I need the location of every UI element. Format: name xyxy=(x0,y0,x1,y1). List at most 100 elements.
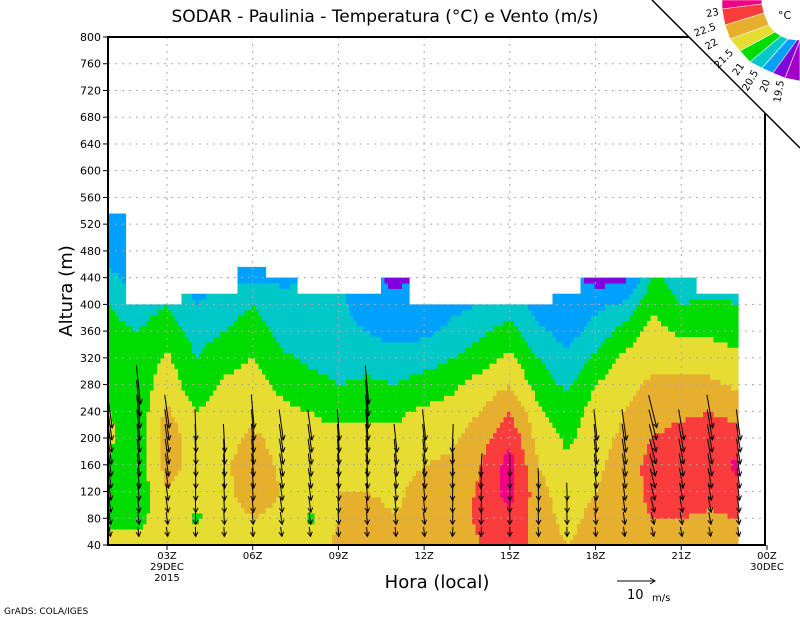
temperature-cell xyxy=(657,315,739,321)
temperature-cell xyxy=(150,395,190,402)
wind-arrow-head xyxy=(250,495,256,502)
temperature-cell xyxy=(290,283,298,289)
wind-arrow xyxy=(735,526,742,538)
wind-arrow-shaft xyxy=(706,424,713,452)
temperature-cell xyxy=(108,368,158,375)
wind-arrow-head xyxy=(164,483,171,490)
wind-arrow-shaft xyxy=(648,409,657,440)
temperature-cell xyxy=(731,464,739,471)
temperature-cell xyxy=(381,288,410,295)
wind-arrow xyxy=(506,453,513,478)
temperature-cell xyxy=(146,416,162,423)
temperature-cell xyxy=(150,315,176,321)
temperature-cell xyxy=(601,470,641,476)
wind-arrow-head xyxy=(593,447,600,454)
temperature-cell xyxy=(535,443,564,450)
temperature-cell xyxy=(640,331,676,337)
temperature-cell xyxy=(192,341,207,348)
wind-arrow-head xyxy=(136,495,142,502)
wind-arrow-head xyxy=(708,447,715,453)
temperature-cell xyxy=(213,389,277,396)
temperature-cell xyxy=(339,502,386,509)
temperature-cell xyxy=(535,352,592,359)
wind-arrow-head xyxy=(108,423,115,429)
wind-arrow-shaft xyxy=(593,453,598,477)
wind-arrow xyxy=(364,512,370,526)
wind-arrow xyxy=(564,482,570,502)
wind-arrow-head xyxy=(221,459,228,466)
temperature-cell xyxy=(559,523,578,530)
wind-arrow-shaft xyxy=(279,453,284,477)
temperature-cell xyxy=(643,379,722,386)
temperature-cell xyxy=(346,379,389,386)
temperature-cell xyxy=(524,454,540,460)
temperature-cell xyxy=(528,480,547,487)
wind-arrow-shaft xyxy=(706,394,714,428)
temperature-cell xyxy=(647,502,739,509)
wind-arrow-head xyxy=(364,507,371,514)
temperature-cell xyxy=(514,491,533,498)
wind-arrow-head xyxy=(308,435,315,441)
wind-arrow-head xyxy=(308,447,315,454)
temperature-cell xyxy=(181,432,246,439)
temperature-cell xyxy=(108,427,116,434)
wind-arrow xyxy=(336,409,343,442)
temperature-cell xyxy=(465,427,498,434)
wind-arrow-head xyxy=(593,459,600,466)
wind-arrow xyxy=(506,526,513,538)
wind-arrow-head xyxy=(421,495,428,502)
temperature-cell xyxy=(731,299,739,305)
wind-arrow xyxy=(593,468,599,490)
temperature-cell xyxy=(580,416,624,423)
wind-arrow xyxy=(364,497,371,514)
wind-arrow-shaft xyxy=(137,526,140,537)
temperature-cell xyxy=(605,336,638,343)
wind-arrow xyxy=(422,409,429,442)
wind-arrow-shaft xyxy=(164,453,170,477)
temperature-cell xyxy=(276,336,382,343)
temperature-cell xyxy=(300,357,449,364)
temperature-cell xyxy=(108,256,127,263)
temperature-cell xyxy=(612,438,652,444)
wind-arrow xyxy=(621,409,629,441)
wind-arrow-head xyxy=(221,507,228,514)
x-tick-label: 29DEC xyxy=(150,562,184,573)
temperature-cell xyxy=(108,234,127,241)
wind-arrow-head xyxy=(449,531,456,538)
wind-arrow xyxy=(707,468,714,490)
wind-arrow xyxy=(249,526,256,538)
temperature-cell xyxy=(178,373,225,380)
temperature-cell xyxy=(514,459,526,466)
temperature-cell xyxy=(237,266,267,273)
temperature-cell xyxy=(160,448,183,455)
wind-arrow-shaft xyxy=(365,453,369,477)
wind-arrow-shaft xyxy=(108,497,112,513)
temperature-cell xyxy=(472,512,529,519)
y-tick-label: 560 xyxy=(80,191,101,204)
wind-arrow xyxy=(422,438,428,466)
temperature-cell xyxy=(633,288,648,295)
temperature-cell xyxy=(545,325,585,332)
wind-arrow-shaft xyxy=(707,438,713,465)
temperature-cell xyxy=(629,400,739,407)
temperature-cell xyxy=(671,288,697,295)
temperature-cell xyxy=(335,529,477,535)
wind-arrow-shaft xyxy=(650,512,655,525)
wind-arrow-shaft xyxy=(735,409,741,440)
wind-arrow xyxy=(365,409,371,442)
wind-arrow xyxy=(707,438,715,466)
temperature-cell xyxy=(713,336,739,343)
temperature-cell xyxy=(510,502,529,509)
temperature-cell xyxy=(220,331,274,337)
temperature-cell xyxy=(559,432,578,439)
temperature-cell xyxy=(496,357,519,364)
wind-arrow-shaft xyxy=(480,526,482,537)
y-axis-label: Altura (m) xyxy=(56,245,77,337)
temperature-cell xyxy=(689,512,729,519)
wind-arrow-shaft xyxy=(480,453,483,477)
wind-arrow-shaft xyxy=(251,438,255,465)
temperature-cell xyxy=(521,331,554,337)
temperature-cell xyxy=(423,368,484,375)
wind-arrow xyxy=(278,526,285,538)
temperature-cell xyxy=(171,480,235,487)
